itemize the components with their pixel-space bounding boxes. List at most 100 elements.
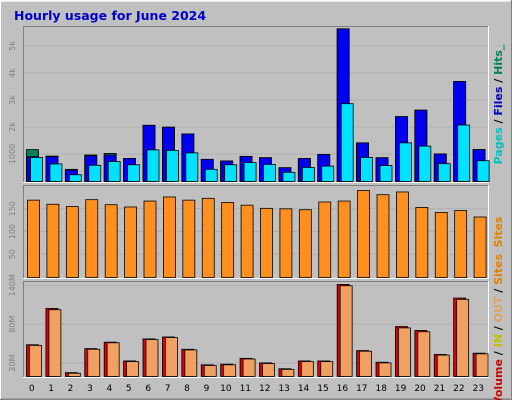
bar-visits-0-1: [46, 203, 60, 278]
bar-hits-2-15: [321, 165, 335, 182]
panel-label-hits: Pages / Files / Hits_: [492, 44, 505, 164]
bar-visits-0-15: [318, 201, 332, 278]
x-tick-label: 19: [395, 384, 407, 394]
y-tick-label: 80M: [8, 316, 17, 333]
x-tick-label: 23: [473, 384, 484, 394]
x-tick-label: 11: [240, 384, 251, 394]
bar-visits-0-14: [298, 209, 312, 278]
x-tick-label: 2: [68, 384, 74, 394]
panel-label-visits: Sites: [492, 216, 505, 247]
bar-hits-2-1: [49, 163, 63, 182]
bar-hits-2-17: [360, 157, 373, 182]
x-tick-label: 1: [48, 384, 54, 394]
panel-label-part: /: [492, 285, 505, 297]
bar-hits-2-8: [185, 152, 199, 182]
x-tick-label: 4: [107, 384, 113, 394]
bar-volume-1-21: [436, 354, 450, 377]
bar-volume-1-20: [417, 331, 431, 377]
x-tick-label: 7: [165, 384, 171, 394]
chart-title: Hourly usage for June 2024: [14, 8, 206, 23]
panel-label-part: Volume: [492, 359, 505, 400]
y-tick-label: 20M: [8, 354, 17, 371]
bar-volume-1-7: [165, 337, 178, 377]
panel-label-part: Hits_: [492, 44, 505, 75]
bar-visits-0-9: [201, 197, 215, 278]
panel-label-part: /: [492, 116, 505, 128]
bar-hits-2-12: [263, 164, 276, 182]
x-tick-label: 10: [220, 384, 232, 394]
bar-visits-0-10: [221, 202, 235, 278]
bar-volume-1-13: [281, 368, 295, 377]
panel-label-part: Pages: [492, 127, 505, 165]
x-tick-label: 5: [126, 384, 132, 394]
x-tick-label: 6: [145, 384, 151, 394]
panel-hits: 1000 2k 3k 4k 5k Pages / Files / Hits_: [8, 26, 505, 183]
y-tick-label: 1000: [8, 144, 17, 164]
bar-volume-1-16: [339, 285, 353, 377]
bar-volume-1-18: [378, 362, 392, 377]
bar-visits-0-12: [260, 207, 273, 278]
bar-visits-0-7: [163, 196, 176, 278]
bar-volume-1-4: [106, 342, 120, 377]
panel-volume: 20M 80M 140M Volume / IN / OUT / Sites: [8, 253, 505, 400]
bar-volume-1-0: [29, 344, 42, 377]
bar-volume-1-6: [145, 339, 159, 377]
bar-hits-2-21: [437, 163, 451, 182]
x-tick-label: 3: [87, 384, 93, 394]
x-tick-label: 9: [204, 384, 210, 394]
bar-visits-0-3: [85, 199, 99, 278]
bar-hits-2-10: [224, 164, 238, 182]
panel-label-part: /: [492, 75, 505, 87]
panel-label-part: IN: [492, 334, 505, 347]
bar-hits-2-7: [166, 150, 179, 182]
bar-hits-2-0: [30, 157, 43, 182]
series-hits-2: [30, 103, 490, 182]
bar-hits-2-22: [457, 124, 471, 182]
panel-label-volume: Volume / IN / OUT / Sites: [492, 253, 505, 400]
bar-volume-1-23: [475, 353, 489, 377]
bar-hits-2-23: [476, 160, 490, 182]
bar-visits-0-2: [65, 206, 79, 278]
bar-visits-0-19: [396, 191, 409, 278]
bar-hits-2-3: [88, 164, 102, 182]
x-tick-label: 0: [29, 384, 35, 394]
series-volume-1: [29, 285, 489, 377]
y-tick-label: 150: [8, 201, 17, 216]
bar-visits-0-23: [473, 216, 487, 278]
bar-volume-1-19: [398, 327, 411, 377]
y-tick-label: 50: [8, 249, 17, 259]
bar-volume-1-14: [300, 361, 314, 377]
x-tick-label: 14: [298, 384, 310, 394]
bar-visits-0-13: [279, 208, 293, 278]
bar-hits-2-11: [243, 162, 257, 182]
bar-visits-0-11: [240, 204, 254, 278]
bar-volume-1-5: [126, 361, 139, 377]
bar-volume-1-9: [203, 365, 217, 377]
bar-hits-2-6: [146, 149, 160, 182]
bar-visits-0-8: [182, 199, 196, 278]
bar-visits-0-18: [376, 194, 390, 278]
x-tick-label: 22: [453, 384, 464, 394]
bar-hits-2-13: [282, 171, 296, 182]
bar-visits-0-0: [27, 199, 40, 278]
y-tick-label: 140M: [8, 274, 17, 296]
x-tick-label: 20: [414, 384, 426, 394]
bar-hits-2-5: [127, 164, 140, 182]
x-tick-label: 18: [375, 384, 387, 394]
bar-hits-2-4: [107, 161, 121, 182]
bar-volume-1-3: [87, 348, 101, 377]
bar-volume-1-8: [184, 349, 198, 377]
bar-volume-1-15: [320, 361, 334, 377]
panel-label-part: OUT: [492, 296, 505, 322]
bar-volume-1-10: [223, 364, 237, 377]
bar-hits-2-2: [68, 174, 82, 182]
bar-volume-1-1: [48, 309, 62, 377]
panel-visits: 50 100 150 Sites: [8, 185, 505, 279]
bar-hits-2-9: [204, 168, 218, 182]
bar-visits-0-22: [454, 210, 468, 278]
x-tick-label: 13: [278, 384, 289, 394]
bar-visits-0-17: [357, 190, 370, 278]
bar-visits-0-5: [124, 206, 137, 278]
bar-volume-1-11: [242, 358, 256, 377]
